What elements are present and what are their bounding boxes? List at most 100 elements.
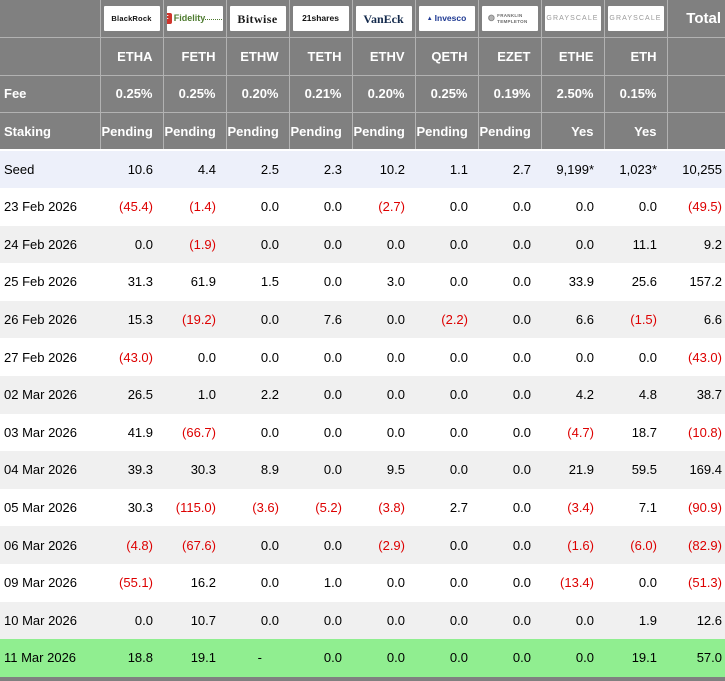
staking-cell: Pending [163,112,227,152]
fee-cell: 0.21% [289,75,353,114]
flow-value-cell: 0.0 [541,338,604,376]
flow-value-cell: 7.6 [289,300,352,339]
grayscale-logo-box: GRAYSCALE [544,6,601,32]
flow-value-cell: 0.0 [226,187,289,226]
ticker-cell: QETH [415,37,479,76]
flow-value-cell: 0.0 [478,187,541,226]
bottom-divider-bar [0,676,725,681]
flow-value-cell: 0.0 [226,413,289,452]
flow-value-cell: 9.5 [352,451,415,489]
flow-value-cell: 0.0 [415,601,478,640]
flow-value-cell: 0.0 [226,300,289,339]
flow-value-cell: 2.7 [415,488,478,527]
date-row: 27 Feb 2026 (43.0) 0.0 0.0 0.0 0.0 0.0 0.0 0.0 0.… [0,338,725,376]
table-body: Seed 10.6 4.4 2.5 2.3 10.2 1.1 2.7 9,199* 1,023* 1… [0,150,725,677]
ticker-cell: ETHE [541,37,605,76]
date-row: 04 Mar 2026 39.3 30.3 8.9 0.0 9.5 0.0 0.0 21.9 59… [0,451,725,489]
date-cell: 23 Feb 2026 [0,187,100,226]
row-total-cell: 38.7 [667,375,725,414]
date-row: 02 Mar 2026 26.5 1.0 2.2 0.0 0.0 0.0 0.0 4.2 4.8 3… [0,375,725,414]
flow-value-cell: 0.0 [289,639,352,677]
flow-value-cell: (55.1) [100,563,163,602]
flow-value-cell: (2.2) [415,300,478,339]
ticker-cell: ETHA [100,37,164,76]
flow-value-cell: 0.0 [352,300,415,339]
flow-value-cell: 0.0 [478,338,541,376]
flow-value-cell: 21.9 [541,451,604,489]
date-cell: 02 Mar 2026 [0,375,100,414]
flow-value-cell: (1.4) [163,187,226,226]
flow-value-cell: 0.0 [226,338,289,376]
seed-value-cell: 10.2 [352,150,415,188]
flow-value-cell: (67.6) [163,526,226,564]
21shares-logo-box: 21shares [292,6,349,32]
flow-value-cell: 18.7 [604,413,667,452]
issuer-logo-cell: BlackRock [100,0,164,39]
date-row: 26 Feb 2026 15.3 (19.2) 0.0 7.6 0.0 (2.2) 0.0 6.… [0,300,725,339]
flow-value-cell: 0.0 [289,225,352,264]
ticker-cell: FETH [163,37,227,76]
flow-value-cell: (43.0) [100,338,163,376]
ticker-cell: ETHW [226,37,290,76]
ticker-cell: TETH [289,37,353,76]
row-total-cell: (82.9) [667,526,725,564]
issuer-logo-cell: Invesco [415,0,479,39]
flow-value-cell: 0.0 [352,601,415,640]
flow-value-cell: (3.8) [352,488,415,527]
flow-value-cell: 0.0 [415,413,478,452]
seed-total-cell: 10,255 [667,150,725,188]
flow-value-cell: (4.7) [541,413,604,452]
bitwise-logo-box: Bitwise [229,6,286,32]
flow-value-cell: 0.0 [541,601,604,640]
staking-cell: Pending [478,112,542,152]
flow-value-cell: 61.9 [163,263,226,301]
issuer-logo-cell: Bitwise [226,0,290,39]
flow-value-cell: 0.0 [100,601,163,640]
flow-value-cell: 0.0 [541,639,604,677]
flow-value-cell: 0.0 [352,338,415,376]
flow-value-cell: 0.0 [478,300,541,339]
flow-value-cell: 0.0 [478,225,541,264]
flow-value-cell: 0.0 [352,413,415,452]
blackrock-logo-box: BlackRock [103,6,160,32]
flow-value-cell: (45.4) [100,187,163,226]
fidelity-logo-underline [205,17,223,21]
flow-value-cell: 0.0 [100,225,163,264]
issuer-logo-cell: GRAYSCALE [604,0,668,39]
fidelity-logo-text: Fidelity [167,13,223,24]
flow-value-cell: 6.6 [541,300,604,339]
flow-value-cell: 0.0 [541,225,604,264]
row-total-cell: (90.9) [667,488,725,527]
flow-value-cell: 30.3 [100,488,163,527]
seed-value-cell: 1.1 [415,150,478,188]
date-cell: 27 Feb 2026 [0,338,100,376]
row-total-cell: (10.8) [667,413,725,452]
flow-value-cell: 4.8 [604,375,667,414]
row-total-cell: 6.6 [667,300,725,339]
fee-cell: 0.25% [163,75,227,114]
date-row: 09 Mar 2026 (55.1) 16.2 0.0 1.0 0.0 0.0 0.0 (13.… [0,563,725,602]
ticker-row: ETHA FETH ETHW TETH ETHV QETH EZET ETHE ETH [0,37,725,76]
flow-value-cell: 30.3 [163,451,226,489]
ticker-total-cell [667,37,725,76]
date-cell: 09 Mar 2026 [0,563,100,602]
flow-value-cell: 0.0 [289,187,352,226]
flow-value-cell: 0.0 [478,375,541,414]
grayscale-logo-box: GRAYSCALE [607,6,664,32]
flow-value-cell: 0.0 [352,563,415,602]
fee-cell: 2.50% [541,75,605,114]
date-row: 23 Feb 2026 (45.4) (1.4) 0.0 0.0 (2.7) 0.0 0.0 0… [0,187,725,226]
row-total-cell: (51.3) [667,563,725,602]
ticker-row-label [0,37,101,76]
fee-cell: 0.25% [100,75,164,114]
seed-value-cell: 1,023* [604,150,667,188]
flow-value-cell: 25.6 [604,263,667,301]
invesco-logo-box: Invesco [418,6,475,32]
staking-row: Staking Pending Pending Pending Pending Pendi… [0,112,725,152]
seed-value-cell: 10.6 [100,150,163,188]
seed-value-cell: 2.3 [289,150,352,188]
flow-value-cell: (66.7) [163,413,226,452]
flow-value-cell: (6.0) [604,526,667,564]
seed-value-cell: 4.4 [163,150,226,188]
franklin-templeton-logo-text: FRANKLIN TEMPLETON [497,12,528,24]
